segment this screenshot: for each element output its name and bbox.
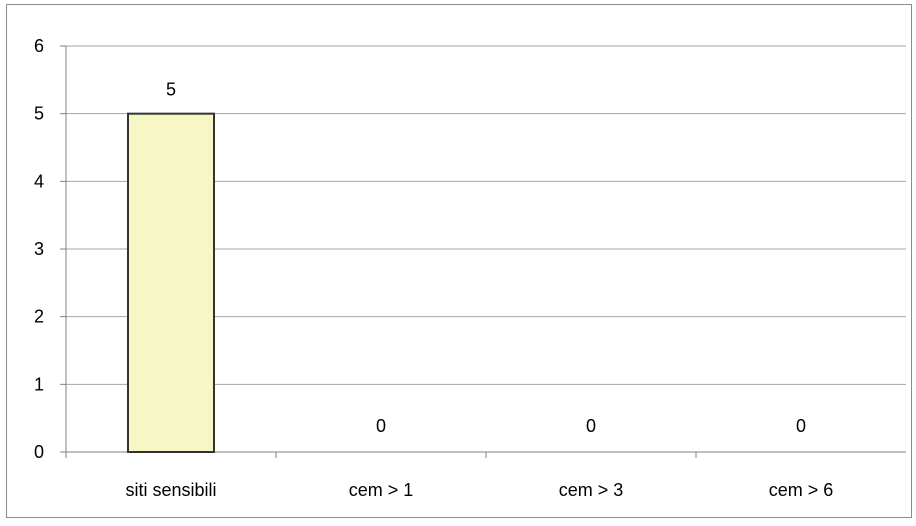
y-tick-label: 3 <box>34 239 44 259</box>
bar-0 <box>127 112 215 454</box>
labels: 0 1 2 3 4 5 6 5 siti sensibili 0 cem > 1 0 cem > 3 0 c… <box>34 36 833 500</box>
data-label-0: 5 <box>166 80 176 100</box>
y-tick-label: 6 <box>34 36 44 56</box>
y-tick-label: 4 <box>34 171 44 191</box>
x-tick-label-2: cem > 3 <box>559 480 624 500</box>
y-tick-label: 5 <box>34 104 44 124</box>
axes <box>60 45 906 458</box>
y-tick-label: 1 <box>34 374 44 394</box>
data-label-2: 0 <box>586 416 596 436</box>
data-label-1: 0 <box>376 416 386 436</box>
data-label-3: 0 <box>796 416 806 436</box>
x-tick-label-3: cem > 6 <box>769 480 834 500</box>
y-tick-label: 0 <box>34 442 44 462</box>
x-tick-label-1: cem > 1 <box>349 480 414 500</box>
x-tick-label-0: siti sensibili <box>125 480 216 500</box>
bars <box>127 112 215 454</box>
y-tick-label: 2 <box>34 307 44 327</box>
